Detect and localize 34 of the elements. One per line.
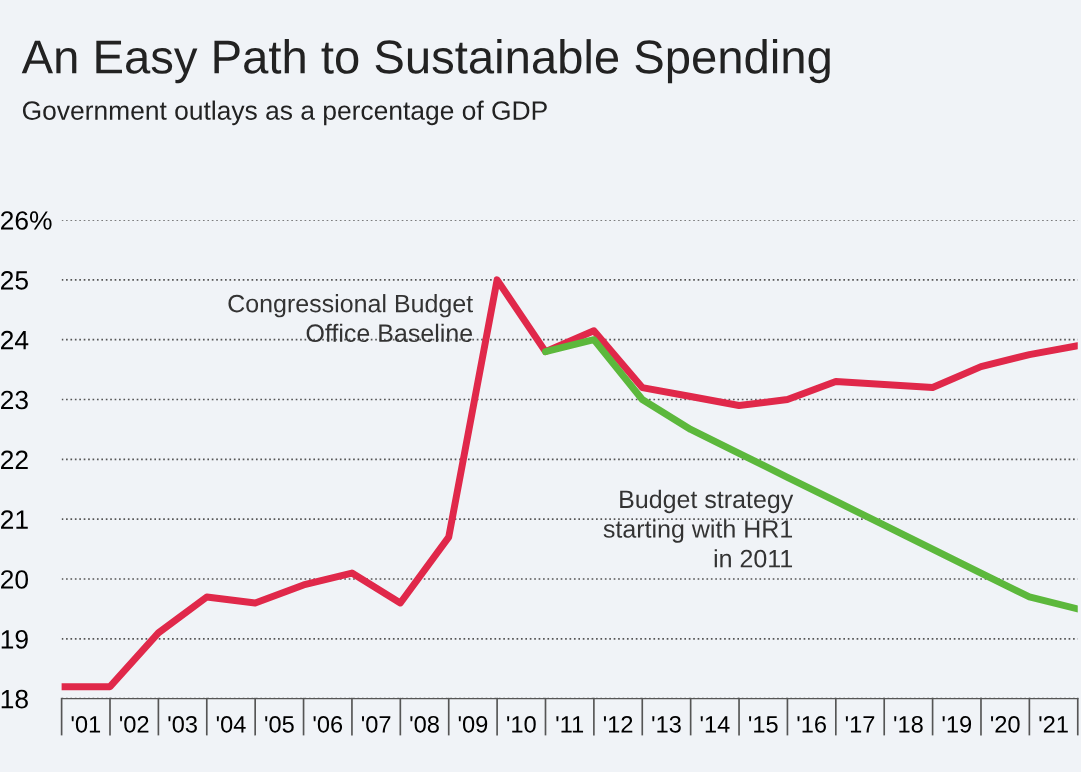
x-tick-label: '06 bbox=[313, 715, 343, 733]
x-tick-label: '07 bbox=[361, 715, 391, 733]
x-tick-label: '16 bbox=[797, 715, 826, 733]
y-tick-label: 23 bbox=[1, 390, 28, 410]
x-tick-label: '02 bbox=[120, 715, 149, 733]
x-tick-label: '14 bbox=[700, 716, 730, 733]
x-tick-label: '05 bbox=[265, 715, 294, 733]
y-tick-label: 20 bbox=[1, 570, 29, 589]
y-tick-label: 21 bbox=[1, 510, 28, 529]
x-tick-label: '15 bbox=[749, 716, 778, 733]
y-tick-label: 18 bbox=[1, 689, 28, 709]
y-tick-label: 25 bbox=[1, 270, 28, 290]
x-tick-label: '12 bbox=[603, 715, 633, 733]
x-tick-label: '20 bbox=[990, 715, 1020, 733]
x-tick-label: '09 bbox=[458, 715, 488, 733]
x-tick-label: '10 bbox=[507, 715, 536, 733]
chart-subtitle: Government outlays as a percentage of GDP bbox=[22, 100, 547, 126]
x-tick-label: '21 bbox=[1039, 715, 1068, 733]
y-tick-label: 19 bbox=[1, 629, 28, 649]
y-tick-label: 26% bbox=[1, 211, 52, 230]
x-tick-label: '01 bbox=[71, 715, 101, 733]
x-tick-label: '13 bbox=[652, 715, 681, 733]
x-tick-label: '19 bbox=[942, 715, 972, 733]
chart-title: An Easy Path to Sustainable Spending bbox=[21, 39, 830, 84]
y-tick-label: 22 bbox=[1, 450, 28, 469]
x-tick-label: '03 bbox=[168, 715, 197, 733]
x-tick-label: '18 bbox=[894, 715, 923, 733]
x-tick-label: '08 bbox=[410, 715, 439, 733]
y-tick-label: 24 bbox=[1, 330, 29, 350]
x-tick-label: '04 bbox=[216, 715, 246, 733]
annotation: Congressional Budget Office Baseline bbox=[228, 294, 473, 343]
x-tick-label: '11 bbox=[556, 716, 584, 733]
x-tick-label: '17 bbox=[845, 716, 875, 733]
annotation: Budget strategy starting with HR1 in 2011 bbox=[603, 489, 794, 568]
